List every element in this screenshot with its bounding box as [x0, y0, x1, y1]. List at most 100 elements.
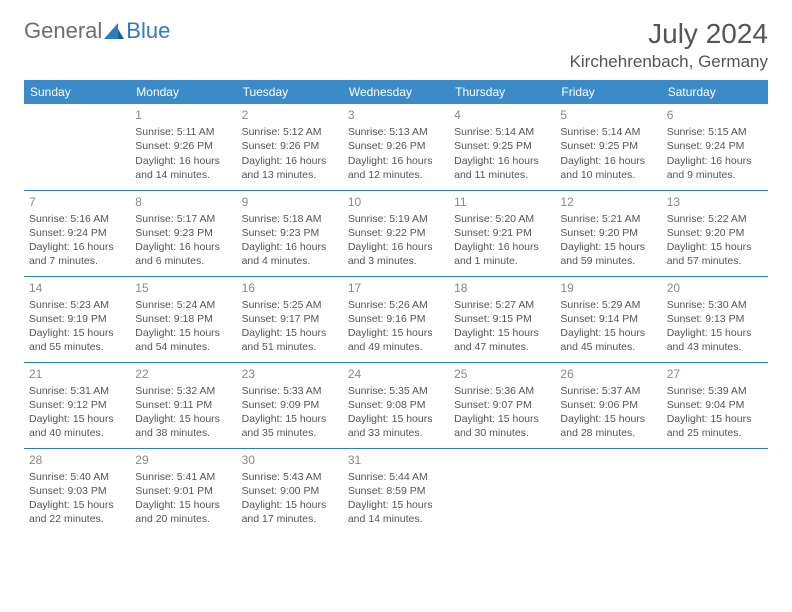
sunset-text: Sunset: 9:15 PM — [454, 312, 550, 326]
sunset-text: Sunset: 9:20 PM — [667, 226, 763, 240]
day-number: 11 — [454, 194, 550, 210]
day-number: 15 — [135, 280, 231, 296]
sunset-text: Sunset: 9:20 PM — [560, 226, 656, 240]
month-title: July 2024 — [570, 18, 768, 50]
calendar-cell: 5Sunrise: 5:14 AMSunset: 9:25 PMDaylight… — [555, 104, 661, 190]
daylight-text: Daylight: 16 hours and 14 minutes. — [135, 154, 231, 182]
calendar-cell: 4Sunrise: 5:14 AMSunset: 9:25 PMDaylight… — [449, 104, 555, 190]
calendar-cell: 28Sunrise: 5:40 AMSunset: 9:03 PMDayligh… — [24, 448, 130, 534]
sunset-text: Sunset: 9:08 PM — [348, 398, 444, 412]
daylight-text: Daylight: 16 hours and 7 minutes. — [29, 240, 125, 268]
sunrise-text: Sunrise: 5:17 AM — [135, 212, 231, 226]
sunset-text: Sunset: 9:23 PM — [135, 226, 231, 240]
sunset-text: Sunset: 9:12 PM — [29, 398, 125, 412]
sunset-text: Sunset: 9:24 PM — [29, 226, 125, 240]
daylight-text: Daylight: 15 hours and 25 minutes. — [667, 412, 763, 440]
sunrise-text: Sunrise: 5:13 AM — [348, 125, 444, 139]
day-number: 29 — [135, 452, 231, 468]
title-block: July 2024 Kirchehrenbach, Germany — [570, 18, 768, 72]
sunrise-text: Sunrise: 5:32 AM — [135, 384, 231, 398]
logo-text-general: General — [24, 18, 102, 44]
sunset-text: Sunset: 9:18 PM — [135, 312, 231, 326]
sunset-text: Sunset: 9:16 PM — [348, 312, 444, 326]
weekday-header: Saturday — [662, 80, 768, 104]
day-number: 10 — [348, 194, 444, 210]
daylight-text: Daylight: 16 hours and 6 minutes. — [135, 240, 231, 268]
calendar-cell: 20Sunrise: 5:30 AMSunset: 9:13 PMDayligh… — [662, 276, 768, 362]
location: Kirchehrenbach, Germany — [570, 52, 768, 72]
weekday-header: Monday — [130, 80, 236, 104]
day-number: 17 — [348, 280, 444, 296]
sunrise-text: Sunrise: 5:24 AM — [135, 298, 231, 312]
daylight-text: Daylight: 15 hours and 17 minutes. — [242, 498, 338, 526]
calendar-cell: 8Sunrise: 5:17 AMSunset: 9:23 PMDaylight… — [130, 190, 236, 276]
daylight-text: Daylight: 15 hours and 45 minutes. — [560, 326, 656, 354]
day-number: 20 — [667, 280, 763, 296]
calendar-cell: 24Sunrise: 5:35 AMSunset: 9:08 PMDayligh… — [343, 362, 449, 448]
weekday-header: Friday — [555, 80, 661, 104]
sunset-text: Sunset: 9:09 PM — [242, 398, 338, 412]
daylight-text: Daylight: 15 hours and 40 minutes. — [29, 412, 125, 440]
daylight-text: Daylight: 16 hours and 11 minutes. — [454, 154, 550, 182]
sunrise-text: Sunrise: 5:29 AM — [560, 298, 656, 312]
calendar-cell: 1Sunrise: 5:11 AMSunset: 9:26 PMDaylight… — [130, 104, 236, 190]
sunset-text: Sunset: 9:26 PM — [348, 139, 444, 153]
weekday-header: Thursday — [449, 80, 555, 104]
sunset-text: Sunset: 9:17 PM — [242, 312, 338, 326]
daylight-text: Daylight: 16 hours and 4 minutes. — [242, 240, 338, 268]
calendar-cell: 18Sunrise: 5:27 AMSunset: 9:15 PMDayligh… — [449, 276, 555, 362]
sunset-text: Sunset: 9:19 PM — [29, 312, 125, 326]
day-number: 2 — [242, 107, 338, 123]
sunset-text: Sunset: 9:25 PM — [560, 139, 656, 153]
weekday-row: Sunday Monday Tuesday Wednesday Thursday… — [24, 80, 768, 104]
sunset-text: Sunset: 9:01 PM — [135, 484, 231, 498]
calendar-row: 21Sunrise: 5:31 AMSunset: 9:12 PMDayligh… — [24, 362, 768, 448]
calendar-cell: 2 Sunrise: 5:12 AMSunset: 9:26 PMDaylight… — [237, 104, 343, 190]
sunrise-text: Sunrise: 5:12 AM — [242, 125, 338, 139]
sunset-text: Sunset: 9:26 PM — [242, 139, 338, 153]
sunrise-text: Sunrise: 5:40 AM — [29, 470, 125, 484]
sunrise-text: Sunrise: 5:35 AM — [348, 384, 444, 398]
calendar-cell: 21Sunrise: 5:31 AMSunset: 9:12 PMDayligh… — [24, 362, 130, 448]
weekday-header: Tuesday — [237, 80, 343, 104]
day-number: 26 — [560, 366, 656, 382]
calendar-cell: 12 Sunrise: 5:21 AMSunset: 9:20 PMDayligh… — [555, 190, 661, 276]
sunset-text: Sunset: 9:04 PM — [667, 398, 763, 412]
sunrise-text: Sunrise: 5:21 AM — [560, 212, 656, 226]
calendar-cell-empty — [555, 448, 661, 534]
daylight-text: Daylight: 15 hours and 20 minutes. — [135, 498, 231, 526]
sunrise-text: Sunrise: 5:19 AM — [348, 212, 444, 226]
calendar-cell-empty — [662, 448, 768, 534]
sunrise-text: Sunrise: 5:25 AM — [242, 298, 338, 312]
day-number: 23 — [242, 366, 338, 382]
sunset-text: Sunset: 9:06 PM — [560, 398, 656, 412]
daylight-text: Daylight: 15 hours and 59 minutes. — [560, 240, 656, 268]
sunrise-text: Sunrise: 5:23 AM — [29, 298, 125, 312]
day-number: 13 — [667, 194, 763, 210]
day-number: 12 — [560, 194, 656, 210]
calendar-table: Sunday Monday Tuesday Wednesday Thursday… — [24, 80, 768, 534]
sunrise-text: Sunrise: 5:20 AM — [454, 212, 550, 226]
daylight-text: Daylight: 15 hours and 22 minutes. — [29, 498, 125, 526]
sunset-text: Sunset: 9:03 PM — [29, 484, 125, 498]
calendar-row: 7Sunrise: 5:16 AMSunset: 9:24 PMDaylight… — [24, 190, 768, 276]
daylight-text: Daylight: 16 hours and 10 minutes. — [560, 154, 656, 182]
day-number: 24 — [348, 366, 444, 382]
sunset-text: Sunset: 9:07 PM — [454, 398, 550, 412]
sunset-text: Sunset: 9:11 PM — [135, 398, 231, 412]
calendar-cell: 9Sunrise: 5:18 AMSunset: 9:23 PMDaylight… — [237, 190, 343, 276]
header: General Blue July 2024 Kirchehrenbach, G… — [24, 18, 768, 72]
sunrise-text: Sunrise: 5:33 AM — [242, 384, 338, 398]
calendar-row: 1Sunrise: 5:11 AMSunset: 9:26 PMDaylight… — [24, 104, 768, 190]
logo-text-blue: Blue — [126, 18, 170, 44]
calendar-cell: 17Sunrise: 5:26 AMSunset: 9:16 PMDayligh… — [343, 276, 449, 362]
weekday-header: Wednesday — [343, 80, 449, 104]
sunset-text: Sunset: 9:00 PM — [242, 484, 338, 498]
day-number: 4 — [454, 107, 550, 123]
daylight-text: Daylight: 16 hours and 13 minutes. — [242, 154, 338, 182]
sunrise-text: Sunrise: 5:15 AM — [667, 125, 763, 139]
sunrise-text: Sunrise: 5:41 AM — [135, 470, 231, 484]
calendar-cell: 29 Sunrise: 5:41 AMSunset: 9:01 PMDayligh… — [130, 448, 236, 534]
weekday-header: Sunday — [24, 80, 130, 104]
calendar-cell: 6Sunrise: 5:15 AMSunset: 9:24 PMDaylight… — [662, 104, 768, 190]
